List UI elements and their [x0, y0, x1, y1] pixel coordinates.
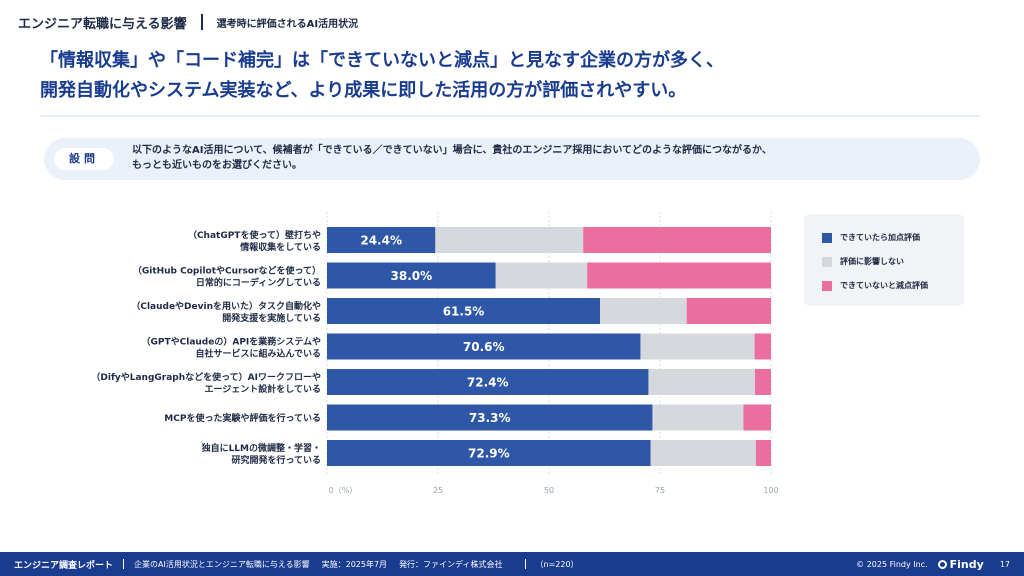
bar-segment-negative [755, 369, 771, 395]
footer-survey-title: 企業のAI活用状況とエンジニア転職に与える影響 [134, 559, 310, 569]
bar-segment-neutral [495, 262, 588, 289]
x-tick-label: 100 [763, 486, 778, 495]
bar-segment-positive [327, 298, 601, 324]
section-title: エンジニア転職に与える影響 [18, 16, 187, 32]
legend-label-neutral: 評価に影響しない [840, 257, 904, 266]
bar-segment-negative [587, 262, 771, 289]
headline-divider [40, 115, 980, 117]
data-label: 72.9% [468, 447, 510, 461]
data-label: 73.3% [469, 411, 511, 425]
findy-logo-text: Findy [949, 557, 984, 571]
x-tick-label: 25 [433, 486, 443, 495]
legend-swatch-neutral [822, 256, 832, 267]
header: エンジニア転職に与える影響 選考時に評価されるAI活用状況 [18, 10, 358, 34]
footer: エンジニア調査レポート 企業のAI活用状況とエンジニア転職に与える影響 実施：2… [0, 552, 1024, 576]
category-label: （GPTやClaudeの）APIを業務システムや [142, 336, 321, 348]
legend: できていたら加点評価 評価に影響しない できていないと減点評価 [804, 214, 964, 306]
data-label: 38.0% [391, 269, 433, 283]
bar-segment-negative [686, 298, 771, 324]
category-label: 開発支援を実施している [222, 312, 321, 324]
bar-segment-neutral [650, 440, 756, 466]
category-label: MCPを使った実験や評価を行っている [164, 412, 321, 424]
legend-swatch-positive [822, 232, 832, 243]
legend-swatch-negative [822, 280, 832, 291]
bar-segment-negative [755, 440, 771, 466]
bar-segment-neutral [600, 298, 687, 324]
footer-report-name: エンジニア調査レポート [14, 560, 114, 571]
category-label: 日常的にコーディングしている [196, 277, 321, 289]
x-tick-label: 50 [544, 486, 554, 495]
category-label: （ClaudeやDevinを用いた）タスク自動化や [131, 300, 321, 312]
footer-divider [123, 559, 125, 569]
header-divider [200, 14, 203, 30]
legend-item-positive: できていたら加点評価 [822, 232, 920, 243]
bar-segment-positive [327, 404, 653, 431]
legend-label-negative: できていないと減点評価 [840, 281, 928, 290]
x-tick-label: 75 [655, 486, 665, 495]
sub-title: 選考時に評価されるAI活用状況 [216, 18, 359, 30]
bar-segment-positive [327, 440, 651, 466]
data-label: 61.5% [443, 305, 485, 319]
data-label: 72.4% [467, 376, 509, 390]
headline-line-2: 開発自動化やシステム実装など、より成果に即した活用の方が評価されやすい。 [40, 80, 687, 101]
bar-segment-negative [583, 227, 771, 253]
footer-sample-size: （n=220） [535, 559, 579, 569]
bar-segment-neutral [648, 369, 756, 395]
copyright: © 2025 Findy Inc. [856, 559, 928, 569]
category-label: （GitHub CopilotやCursorなどを使って） [133, 265, 321, 277]
category-label: エージェント設計をしている [204, 383, 321, 395]
x-tick-label: 0（%） [329, 486, 358, 495]
category-label: 情報収集をしている [239, 241, 321, 253]
data-label: 70.6% [463, 340, 505, 354]
question-badge: 設問 [54, 148, 114, 170]
footer-divider [524, 559, 526, 569]
category-label: 自社サービスに組み込んでいる [195, 348, 321, 360]
bar-segment-positive [327, 262, 496, 289]
question-text: 以下のようなAI活用について、候補者が「できている／できていない」場合に、貴社の… [132, 143, 972, 173]
bar-segment-positive [327, 369, 649, 395]
bar-segment-neutral [435, 227, 584, 253]
bar-segment-neutral [640, 333, 755, 360]
bar-segment-negative [754, 333, 771, 360]
findy-logo-icon [937, 559, 947, 569]
findy-logo: Findy [937, 557, 984, 571]
headline-line-1: 「情報収集」や「コード補完」は「できていないと減点」と見なす企業の方が多く、 [40, 50, 724, 71]
headline: 「情報収集」や「コード補完」は「できていないと減点」と見なす企業の方が多く、 開… [40, 46, 1000, 106]
bar-segment-neutral [652, 404, 744, 431]
legend-label-positive: できていたら加点評価 [840, 233, 920, 242]
page-number: 17 [999, 559, 1010, 569]
category-label: （ChatGPTを使って）壁打ちや [188, 229, 321, 241]
legend-item-negative: できていないと減点評価 [822, 280, 928, 291]
bar-segment-positive [327, 333, 641, 360]
category-label: （DifyやLangGraphなどを使って）AIワークフローや [91, 371, 321, 383]
data-label: 24.4% [360, 234, 402, 248]
question-box: 設問 以下のようなAI活用について、候補者が「できている／できていない」場合に、… [44, 138, 980, 180]
question-line-2: もっとも近いものをお選びください。 [132, 160, 302, 171]
question-line-1: 以下のようなAI活用について、候補者が「できている／できていない」場合に、貴社の… [132, 145, 772, 156]
footer-right: © 2025 Findy Inc. Findy 17 [856, 552, 1024, 576]
footer-date: 実施：2025年7月 [321, 559, 388, 569]
category-label: 研究開発を行っている [231, 454, 321, 466]
footer-publisher: 発行：ファインディ株式会社 [399, 559, 503, 569]
legend-item-neutral: 評価に影響しない [822, 256, 904, 267]
category-label: 独自にLLMの微調整・学習・ [201, 442, 321, 454]
bar-segment-positive [327, 227, 436, 253]
bar-segment-negative [743, 404, 771, 431]
